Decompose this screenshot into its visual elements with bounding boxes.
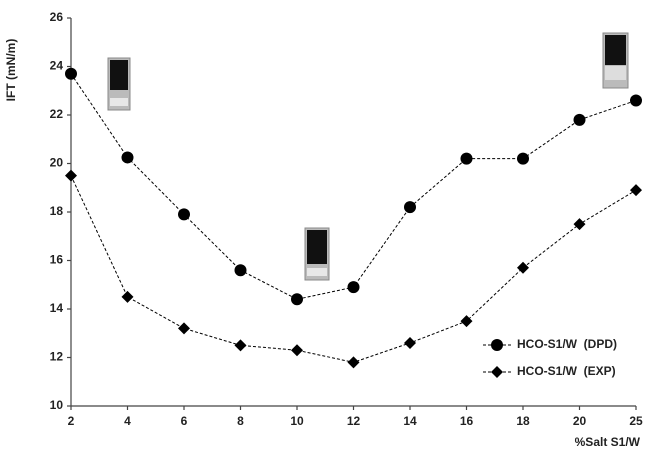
y-tick-label: 14: [50, 301, 64, 315]
diamond-marker: [348, 356, 360, 368]
diamond-marker: [491, 366, 503, 378]
circle-marker: [122, 151, 134, 163]
circle-marker: [404, 201, 416, 213]
legend-label: HCO-S1/W (DPD): [517, 337, 617, 351]
circle-marker: [491, 339, 503, 351]
y-tick-label: 26: [50, 10, 64, 24]
diamond-marker: [517, 262, 529, 274]
diamond-marker: [461, 315, 473, 327]
circle-marker: [291, 293, 303, 305]
chart: IFT (mN/m) %Salt S1/W 101214161820222426…: [0, 0, 657, 456]
x-tick-label: 6: [181, 414, 188, 428]
y-tick-label: 22: [50, 107, 64, 121]
x-tick-label: 18: [516, 414, 530, 428]
diamond-marker: [235, 339, 247, 351]
diamond-marker: [178, 322, 190, 334]
x-tick-label: 4: [124, 414, 131, 428]
diamond-marker: [630, 184, 642, 196]
y-tick-label: 16: [50, 253, 64, 267]
circle-marker: [65, 68, 77, 80]
series-line: [71, 176, 636, 363]
y-tick-label: 24: [50, 59, 64, 73]
x-tick-label: 20: [573, 414, 587, 428]
y-axis-label: IFT (mN/m): [4, 39, 18, 102]
x-tick-label: 16: [460, 414, 474, 428]
circle-marker: [574, 114, 586, 126]
circle-marker: [348, 281, 360, 293]
x-tick-label: 14: [403, 414, 417, 428]
circle-marker: [517, 153, 529, 165]
x-tick-label: 10: [290, 414, 304, 428]
diamond-marker: [291, 344, 303, 356]
x-axis-label: %Salt S1/W: [575, 435, 641, 449]
series-line: [71, 74, 636, 300]
vial-image: [108, 58, 130, 110]
diamond-marker: [122, 291, 134, 303]
circle-marker: [461, 153, 473, 165]
x-tick-label: 2: [68, 414, 75, 428]
y-tick-label: 12: [50, 350, 64, 364]
diamond-marker: [404, 337, 416, 349]
y-tick-label: 18: [50, 204, 64, 218]
legend-label: HCO-S1/W (EXP): [517, 364, 616, 378]
x-tick-label: 12: [347, 414, 361, 428]
vial-image: [603, 33, 628, 88]
y-tick-label: 10: [50, 398, 64, 412]
x-tick-label: 25: [629, 414, 643, 428]
diamond-marker: [65, 170, 77, 182]
vial-image: [305, 228, 329, 280]
diamond-marker: [574, 218, 586, 230]
x-tick-label: 8: [237, 414, 244, 428]
circle-marker: [630, 94, 642, 106]
circle-marker: [235, 264, 247, 276]
circle-marker: [178, 208, 190, 220]
y-tick-label: 20: [50, 156, 64, 170]
